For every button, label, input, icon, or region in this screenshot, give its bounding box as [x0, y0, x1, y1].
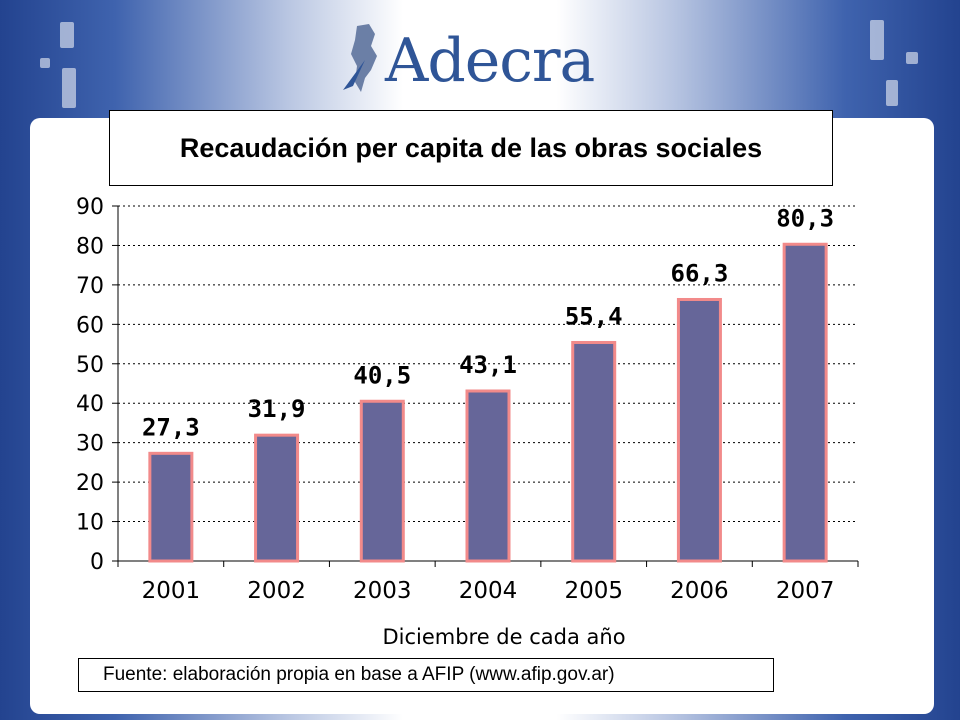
y-tick-label: 30 [76, 432, 104, 457]
data-label: 40,5 [353, 361, 411, 389]
grid-lines [118, 205, 858, 523]
x-tick-label: 2006 [670, 578, 729, 604]
source-box: Fuente: elaboración propia en base a AFI… [78, 658, 774, 692]
x-axis-title: Diciembre de cada año [382, 625, 625, 649]
chart-title-box: Recaudación per capita de las obras soci… [109, 110, 833, 186]
bar-2004 [465, 389, 511, 563]
data-label: 43,1 [459, 351, 517, 379]
bar-2003 [359, 399, 405, 563]
y-tick-label: 70 [76, 274, 104, 299]
x-tick-label: 2005 [564, 578, 623, 604]
y-tick-label: 90 [76, 195, 104, 220]
decoration-square [62, 68, 76, 108]
decoration-square [60, 22, 74, 48]
data-label: 55,4 [565, 302, 623, 330]
y-tick-label: 0 [90, 550, 104, 575]
decoration-square [886, 80, 898, 106]
x-tick-label: 2002 [247, 578, 306, 604]
y-tick-label: 50 [76, 353, 104, 378]
bar-2006 [676, 297, 722, 563]
bars [148, 242, 828, 563]
data-label: 80,3 [776, 204, 834, 232]
logo: Adecra [335, 20, 625, 100]
axis-ticks: 0 10 20 30 40 50 60 70 80 90 [76, 195, 859, 575]
decoration-square [40, 58, 50, 68]
data-label: 31,9 [248, 395, 306, 423]
bar-2001 [148, 451, 194, 563]
logo-map-icon [343, 24, 377, 92]
chart-title: Recaudación per capita de las obras soci… [179, 133, 763, 163]
y-tick-label: 60 [76, 313, 104, 338]
bar-2002 [254, 433, 300, 563]
data-label: 66,3 [671, 259, 729, 287]
logo-text: Adecra [385, 26, 595, 96]
x-tick-label: 2004 [459, 578, 518, 604]
decoration-square [870, 20, 884, 60]
labels: 2001 27,3 2002 31,9 2003 40,5 2004 43,1 2005 55,4… [142, 204, 835, 604]
bar-2007 [782, 242, 828, 563]
y-tick-label: 10 [76, 511, 104, 536]
y-tick-label: 80 [76, 234, 104, 259]
y-tick-label: 40 [76, 392, 104, 417]
data-label: 27,3 [142, 413, 200, 441]
decoration-square [906, 52, 918, 64]
y-tick-label: 20 [76, 471, 104, 496]
x-tick-label: 2007 [776, 578, 835, 604]
x-tick-label: 2003 [353, 578, 412, 604]
source-note: Fuente: elaboración propia en base a AFI… [103, 664, 615, 685]
bar-2005 [571, 340, 617, 563]
x-tick-label: 2001 [142, 578, 201, 604]
